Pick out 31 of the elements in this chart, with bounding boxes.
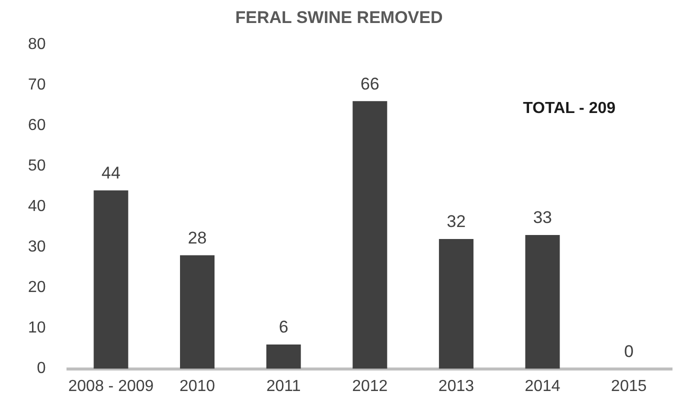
y-tick-label: 40 <box>28 198 46 216</box>
data-label: 28 <box>188 228 207 248</box>
y-tick-label: 50 <box>28 157 46 174</box>
bar <box>180 255 215 369</box>
x-tick-label: 2010 <box>179 378 216 395</box>
bar <box>94 190 128 369</box>
y-tick-label: 60 <box>28 116 46 134</box>
x-tick-label: 2008 - 2009 <box>68 378 154 395</box>
y-tick-label: 0 <box>36 360 46 378</box>
data-label: 33 <box>533 208 552 228</box>
y-tick-label: 20 <box>28 279 46 296</box>
bar <box>266 344 301 369</box>
bar <box>525 234 560 369</box>
x-tick-label: 2015 <box>611 378 647 395</box>
y-tick-label: 30 <box>28 238 46 256</box>
y-tick-label: 10 <box>28 320 46 337</box>
data-label: 44 <box>101 164 120 183</box>
y-tick-label: 70 <box>28 76 46 94</box>
x-tick-label: 2012 <box>352 378 388 395</box>
data-label: 6 <box>278 318 288 337</box>
chart-title: FERAL SWINE REMOVED <box>235 8 443 27</box>
x-tick-label: 2014 <box>524 378 560 395</box>
bar <box>352 101 388 369</box>
data-label: 32 <box>446 212 466 232</box>
x-tick-label: 2011 <box>266 378 301 395</box>
bar <box>438 239 474 369</box>
data-label: 66 <box>360 74 380 94</box>
annotation: TOTAL - 209 <box>523 100 616 117</box>
x-tick-label: 2013 <box>438 378 474 395</box>
data-label: 0 <box>624 342 634 361</box>
y-tick-label: 80 <box>28 36 46 53</box>
